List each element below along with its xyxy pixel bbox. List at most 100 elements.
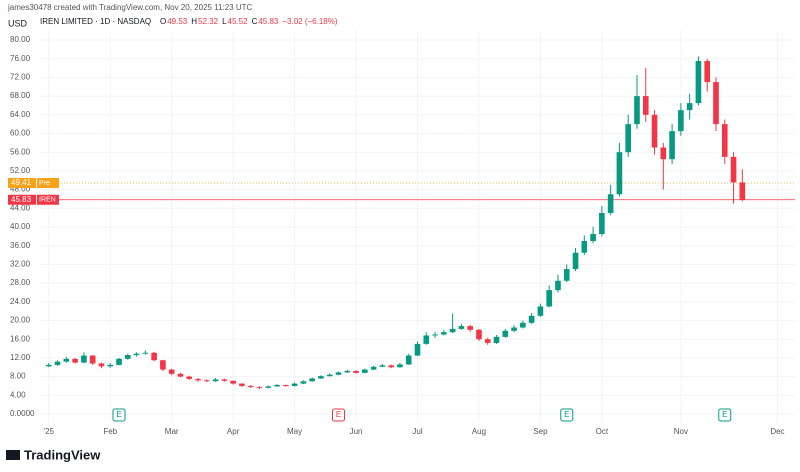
price-tag: Pre [39, 180, 50, 187]
currency: USD [8, 18, 28, 28]
y-tick-label: 28.00 [10, 278, 31, 287]
y-tick-label: 44.00 [10, 203, 31, 212]
candle-body [511, 327, 517, 331]
x-tick-label: Sep [533, 427, 548, 436]
candle-body [353, 370, 359, 373]
symbol: IREN LIMITED · 1D · NASDAQ [40, 17, 151, 26]
y-tick-label: 24.00 [10, 297, 31, 306]
grid [40, 30, 795, 422]
x-tick-label: Oct [596, 427, 609, 436]
candle-body [414, 343, 421, 356]
candle-body [739, 182, 746, 200]
event-marker[interactable] [718, 408, 732, 422]
candle-body [247, 385, 254, 387]
candle-body [730, 156, 737, 183]
candle-body [54, 361, 61, 365]
price-label: 49.41 [11, 178, 32, 187]
y-tick-label: 52.00 [10, 166, 31, 175]
candle-body [362, 369, 368, 373]
candle-body [151, 352, 157, 361]
candle-body [160, 360, 166, 370]
ohlc-key: O [160, 17, 166, 26]
candle-body [186, 376, 193, 379]
candle-body [81, 355, 87, 363]
candle-body [458, 326, 465, 329]
candle-body [660, 147, 667, 160]
brand-name: TradingView [24, 447, 101, 462]
candle-body [704, 61, 711, 83]
candle-body [572, 252, 579, 270]
candle-body [599, 212, 605, 235]
candle-body [63, 358, 70, 362]
candle-body [651, 114, 658, 148]
candle-body [370, 366, 377, 370]
x-tick-label: Aug [472, 427, 486, 436]
candle-body [344, 370, 351, 373]
candle-body [107, 364, 114, 367]
candle-body [625, 124, 632, 153]
x-tick-label: Feb [103, 427, 117, 436]
event-marker[interactable] [112, 408, 126, 422]
candle-body [581, 241, 588, 253]
candle-body [397, 364, 403, 368]
candle-body [177, 373, 184, 377]
ohlc-value: 45.52 [228, 17, 249, 26]
candle-body [133, 353, 140, 356]
y-tick-label: 40.00 [10, 222, 31, 231]
y-tick-label: 56.00 [10, 147, 31, 156]
candle-body [520, 322, 526, 328]
price-badge [8, 178, 36, 189]
y-tick-label: 72.00 [10, 73, 31, 82]
price-tag-badge [37, 194, 59, 205]
candle-body [221, 379, 228, 381]
candle-body [493, 336, 500, 343]
y-tick-label: 80.00 [10, 35, 31, 44]
ohlc-value: 45.83 [258, 17, 279, 26]
x-tick-label: Jun [350, 427, 363, 436]
candle-body [274, 385, 280, 387]
y-tick-label: 68.00 [10, 91, 31, 100]
plot: 49.41 Pre 45.83 IREN E E E E [8, 56, 795, 422]
candle-body [686, 103, 693, 111]
candle-body [72, 358, 78, 363]
candle-body [326, 374, 333, 377]
candle-body [423, 335, 430, 344]
y-tick-label: 60.00 [10, 129, 31, 138]
y-tick-label: 48.00 [10, 185, 31, 194]
event-label: E [722, 410, 727, 419]
x-tick-label: '25 [44, 427, 55, 436]
candle-body [265, 386, 272, 388]
candle-body [256, 386, 263, 388]
candle-body [546, 290, 552, 307]
change: −3.02 (−6.18%) [282, 17, 337, 26]
x-tick-label: May [287, 427, 302, 436]
ohlc-legend: O 49.53 H 52.32 L 45.52 C 45.83 −3.02 (−6.18%) [160, 17, 338, 26]
candle-body [607, 194, 614, 213]
brand-logo [6, 450, 20, 460]
y-tick-label: 8.00 [10, 372, 26, 381]
candle-body [89, 355, 96, 364]
event-marker[interactable] [560, 408, 574, 422]
ohlc-key: C [252, 17, 258, 26]
candle-body [713, 82, 719, 125]
candle-body [467, 326, 473, 330]
candle-body [484, 339, 491, 343]
candle-body [195, 378, 201, 381]
y-tick-label: 76.00 [10, 54, 31, 63]
y-tick-label: 16.00 [10, 334, 31, 343]
y-tick-label: 64.00 [10, 110, 31, 119]
x-tick-label: Jul [412, 427, 422, 436]
candle-body [616, 152, 623, 195]
event-marker[interactable] [331, 408, 345, 422]
candle-body [502, 330, 509, 337]
candle-body [669, 131, 675, 160]
candle-body [563, 269, 570, 281]
candle-body [212, 379, 219, 382]
y-tick-label: 36.00 [10, 241, 31, 250]
candle-body [239, 383, 245, 386]
candle-body [528, 315, 535, 323]
candle-body [203, 380, 210, 382]
candle-body [405, 355, 412, 365]
